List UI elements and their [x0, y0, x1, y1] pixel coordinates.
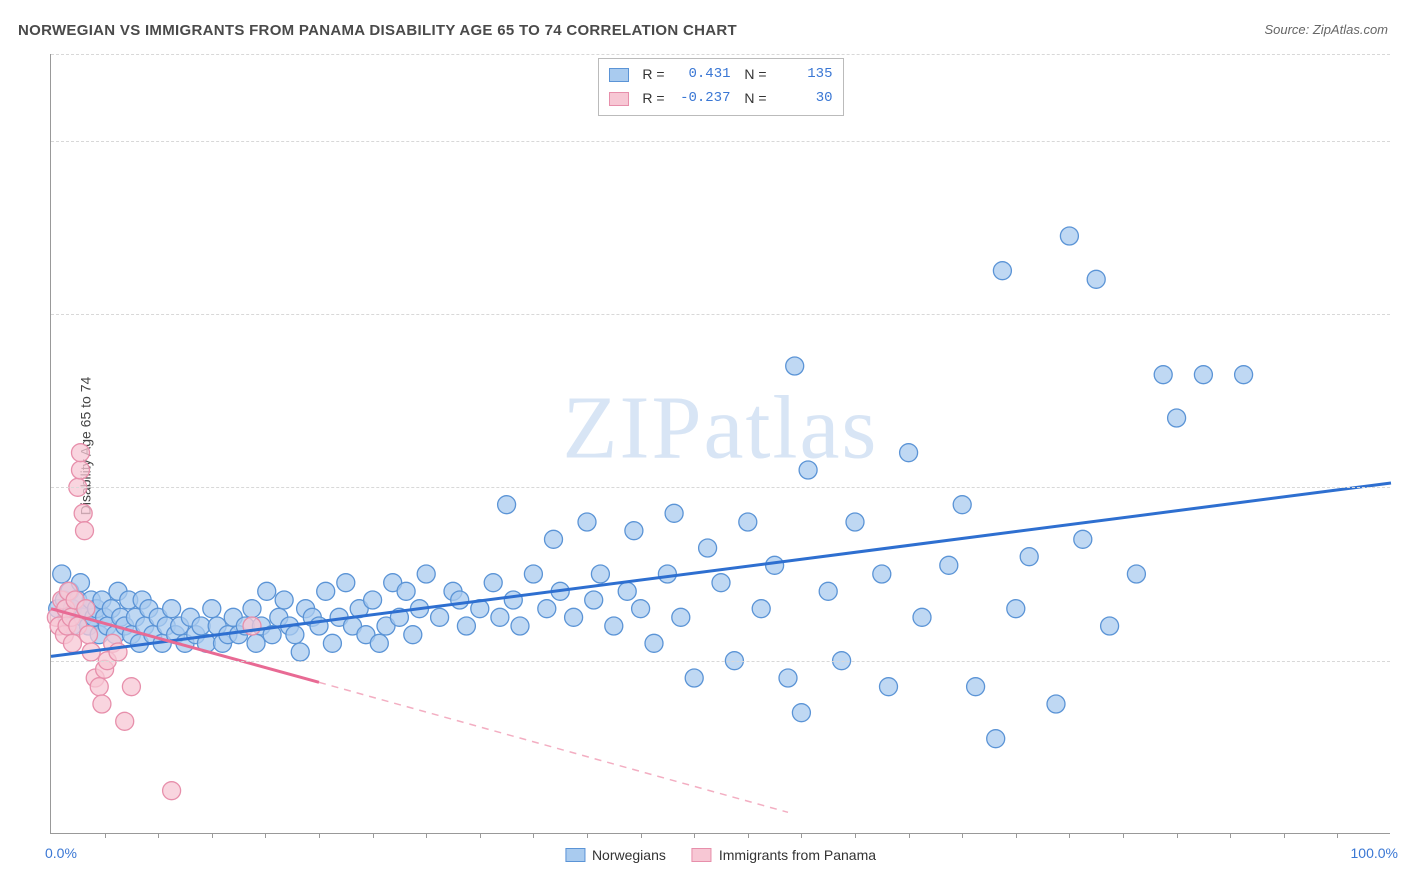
- legend-label-blue: Norwegians: [592, 847, 666, 863]
- legend-item-pink: Immigrants from Panama: [692, 847, 876, 863]
- legend-swatch-pink: [692, 848, 712, 862]
- source-label: Source: ZipAtlas.com: [1264, 22, 1388, 37]
- chart-svg: [51, 54, 1390, 833]
- legend-item-blue: Norwegians: [565, 847, 666, 863]
- plot-area: ZIPatlas R = 0.431 N = 135 R = -0.237 N …: [50, 54, 1390, 834]
- bottom-legend: Norwegians Immigrants from Panama: [565, 847, 876, 863]
- chart-title: NORWEGIAN VS IMMIGRANTS FROM PANAMA DISA…: [18, 22, 737, 39]
- legend-label-pink: Immigrants from Panama: [719, 847, 876, 863]
- legend-swatch-blue: [565, 848, 585, 862]
